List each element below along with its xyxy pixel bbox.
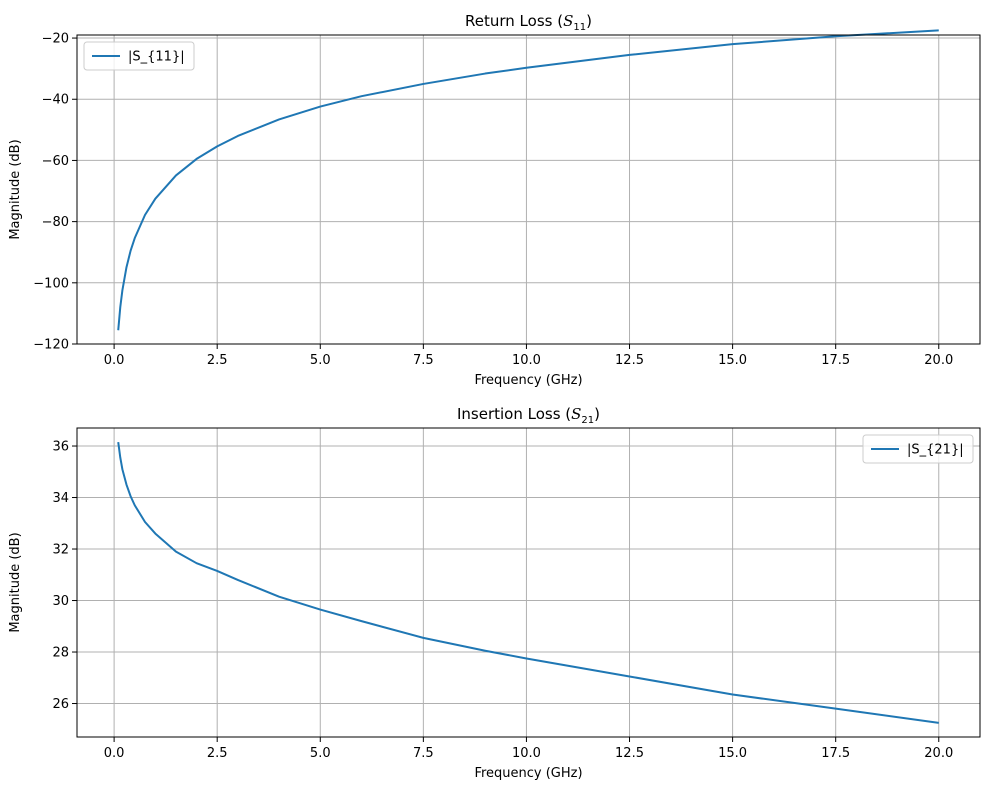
insertion-loss-plot: 0.0 2.5 5.0 7.5 10.0 12.5 15.0 17.5 20.0 26 28 30 32… [8, 405, 981, 781]
y-tick-label: 34 [52, 491, 69, 506]
y-tick-label: −40 [42, 93, 69, 108]
y-tick-label: 36 [52, 440, 69, 455]
x-tick-label: 20.0 [924, 353, 953, 368]
y-tick-label: −60 [42, 154, 69, 169]
x-tick-label: 12.5 [615, 746, 644, 761]
y-axis-label: Magnitude (dB) [8, 139, 23, 239]
x-axis-label: Frequency (GHz) [474, 766, 582, 781]
x-tick-label: 17.5 [821, 746, 850, 761]
legend-box [862, 434, 974, 464]
return-loss-plot: 0.0 2.5 5.0 7.5 10.0 12.5 15.0 17.5 20.0 −120 −100… [8, 12, 981, 388]
x-tick-label: 2.5 [207, 353, 228, 368]
x-tick-label: 0.0 [104, 746, 125, 761]
legend: |S_{11}| [83, 41, 195, 71]
x-tick-label: 2.5 [207, 746, 228, 761]
y-tick-label: −120 [33, 338, 69, 353]
y-tick-label: 30 [52, 594, 69, 609]
legend-label: |S_{21}| [907, 443, 964, 458]
x-tick-label: 15.0 [718, 746, 747, 761]
legend: |S_{21}| [862, 434, 974, 464]
x-axis-label: Frequency (GHz) [474, 373, 582, 388]
y-tick-label: 26 [52, 697, 69, 712]
y-axis-label: Magnitude (dB) [8, 532, 23, 632]
x-tick-label: 7.5 [413, 746, 434, 761]
x-tick-label: 10.0 [512, 353, 541, 368]
x-tick-label: 10.0 [512, 746, 541, 761]
x-tick-label: 5.0 [310, 746, 331, 761]
chart-title: Return Loss (S11) [465, 12, 592, 33]
series-line [117, 29, 939, 331]
x-tick-label: 5.0 [310, 353, 331, 368]
x-tick-label: 0.0 [104, 353, 125, 368]
legend-label: |S_{11}| [128, 50, 185, 65]
chart-title: Insertion Loss (S21) [457, 405, 600, 426]
axes-frame [76, 427, 981, 738]
y-tick-label: 32 [52, 543, 69, 558]
x-tick-label: 15.0 [718, 353, 747, 368]
x-tick-label: 7.5 [413, 353, 434, 368]
y-tick-label: −100 [33, 276, 69, 291]
y-tick-label: 28 [52, 646, 69, 661]
legend-box [83, 41, 195, 71]
series-line [117, 442, 939, 724]
axes-frame [76, 34, 981, 345]
y-tick-label: −80 [42, 215, 69, 230]
x-tick-label: 17.5 [821, 353, 850, 368]
x-tick-label: 20.0 [924, 746, 953, 761]
y-tick-label: −20 [42, 32, 69, 47]
x-tick-label: 12.5 [615, 353, 644, 368]
